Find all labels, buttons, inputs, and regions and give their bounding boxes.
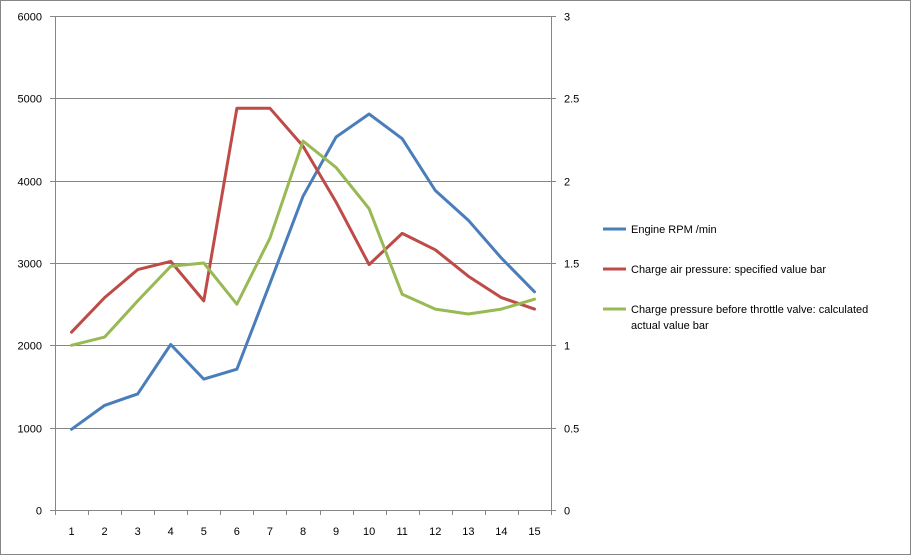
- data-point: [70, 344, 73, 347]
- data-point: [268, 237, 271, 240]
- y-left-tick-label: 0: [36, 506, 42, 518]
- y-right-tick-label: 0: [564, 506, 570, 518]
- gridlines: [55, 16, 551, 429]
- legend: Engine RPM /min Charge air pressure: spec…: [603, 224, 868, 332]
- data-point: [434, 248, 437, 251]
- data-point: [169, 260, 172, 263]
- data-point: [202, 262, 205, 265]
- y-left-tick-label: 2000: [18, 341, 42, 353]
- y-right-tick-label: 1: [564, 341, 570, 353]
- data-point: [202, 299, 205, 302]
- data-point: [169, 343, 172, 346]
- data-point: [302, 140, 305, 143]
- y-right-tick-label: 2.5: [564, 94, 579, 106]
- data-point: [434, 308, 437, 311]
- series-line-2: [70, 106, 536, 334]
- x-tick-label: 13: [462, 526, 474, 538]
- data-point: [70, 428, 73, 431]
- data-point: [401, 232, 404, 235]
- x-tick-label: 10: [363, 526, 375, 538]
- x-tick-label: 4: [168, 526, 174, 538]
- data-point: [533, 290, 536, 293]
- series-line-1: [70, 112, 536, 431]
- data-point: [335, 201, 338, 204]
- data-point: [103, 296, 106, 299]
- data-point: [368, 207, 371, 210]
- data-point: [136, 268, 139, 271]
- data-point: [335, 166, 338, 169]
- x-tick-label: 9: [333, 526, 339, 538]
- data-point: [368, 263, 371, 266]
- x-tick-label: 1: [68, 526, 74, 538]
- y-right-tick-label: 2: [564, 177, 570, 189]
- legend-label: Charge air pressure: specified value bar: [631, 264, 826, 276]
- y-left-tick-label: 5000: [18, 94, 42, 106]
- y-left-tick-label: 4000: [18, 177, 42, 189]
- x-tick-label: 8: [300, 526, 306, 538]
- data-point: [268, 107, 271, 110]
- data-point: [467, 313, 470, 316]
- data-point: [368, 113, 371, 116]
- x-tick-label: 14: [495, 526, 507, 538]
- data-point: [533, 298, 536, 301]
- x-tick-label: 12: [429, 526, 441, 538]
- data-point: [202, 378, 205, 381]
- data-point: [136, 299, 139, 302]
- data-point: [235, 107, 238, 110]
- data-point: [401, 137, 404, 140]
- legend-label-line: Charge pressure before throttle valve: c…: [631, 304, 868, 316]
- y-right-tick-label: 0.5: [564, 424, 579, 436]
- data-point: [401, 293, 404, 296]
- x-tick-label: 6: [234, 526, 240, 538]
- data-point: [103, 404, 106, 407]
- data-point: [467, 275, 470, 278]
- data-point: [533, 308, 536, 311]
- data-point: [235, 303, 238, 306]
- y-left-tick-label: 6000: [18, 12, 42, 24]
- data-point: [500, 308, 503, 311]
- data-point: [169, 265, 172, 268]
- data-point: [235, 368, 238, 371]
- x-tick-label: 3: [135, 526, 141, 538]
- y-left-tick-label: 1000: [18, 424, 42, 436]
- data-point: [70, 331, 73, 334]
- data-point: [500, 296, 503, 299]
- x-tick-label: 2: [102, 526, 108, 538]
- series-lines: [70, 106, 536, 431]
- legend-label-line: actual value bar: [631, 320, 709, 332]
- data-point: [500, 257, 503, 260]
- x-tick-label: 5: [201, 526, 207, 538]
- y-right-tick-label: 3: [564, 12, 570, 24]
- data-point: [268, 282, 271, 285]
- y-right-tick-label: 1.5: [564, 259, 579, 271]
- data-point: [302, 195, 305, 198]
- data-point: [467, 219, 470, 222]
- legend-label: Engine RPM /min: [631, 224, 717, 236]
- data-point: [136, 392, 139, 395]
- series-line-3: [70, 139, 536, 347]
- legend-label: Charge pressure before throttle valve: c…: [631, 304, 868, 332]
- data-point: [434, 189, 437, 192]
- data-point: [103, 336, 106, 339]
- y-left-tick-label: 3000: [18, 259, 42, 271]
- data-point: [335, 136, 338, 139]
- x-tick-label: 15: [528, 526, 540, 538]
- x-tick-label: 7: [267, 526, 273, 538]
- x-tick-label: 11: [396, 526, 407, 538]
